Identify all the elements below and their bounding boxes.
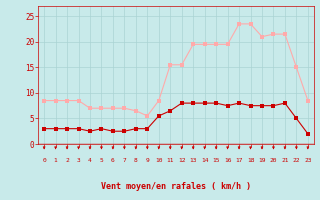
X-axis label: Vent moyen/en rafales ( km/h ): Vent moyen/en rafales ( km/h ) xyxy=(101,182,251,191)
